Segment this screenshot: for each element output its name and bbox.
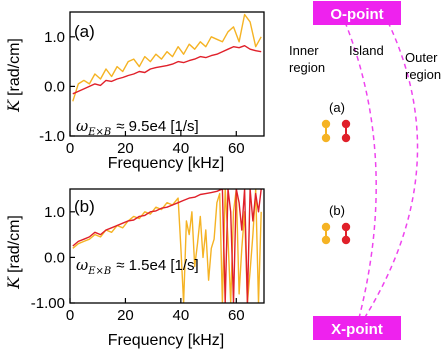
panel-b-omega-subscript: E×B bbox=[87, 266, 111, 277]
inner-region-label: Inner bbox=[289, 43, 319, 58]
panel-a-ytick-label: -1.0 bbox=[39, 128, 65, 145]
panel-b-series-red-line bbox=[72, 189, 262, 303]
panel-b-ticks: 0 20 40 60 -1.00 0.0 1.0 bbox=[31, 204, 245, 324]
island-label: Island bbox=[349, 43, 384, 58]
island-inner-separatrix bbox=[344, 21, 377, 323]
panel-b-xtick-label: 20 bbox=[117, 307, 134, 324]
panel-b-ylabel-symbol: K bbox=[4, 276, 23, 290]
marker-a-dots bbox=[321, 119, 351, 143]
panel-a-xtick-label: 60 bbox=[228, 140, 245, 157]
panel-a-ytick-label: 0.0 bbox=[44, 78, 65, 95]
panel-b-xtick-label: 60 bbox=[228, 307, 245, 324]
outer-region-label: Outer bbox=[405, 50, 438, 65]
x-point-label: X-point bbox=[331, 321, 383, 338]
panel-a-ylabel-symbol: K bbox=[4, 99, 23, 113]
panel-a-ticks: 0 20 40 60 -1.0 0.0 1.0 bbox=[39, 29, 244, 157]
o-point-badge bbox=[313, 1, 401, 25]
panel-b-xtick-label: 0 bbox=[66, 307, 74, 324]
panel-a-ylabel: K [rad/cm] bbox=[4, 38, 23, 113]
panel-a-series-red-line bbox=[72, 45, 262, 95]
panel-b-ytick-label: 0.0 bbox=[44, 249, 65, 266]
marker-b-dots bbox=[321, 222, 351, 245]
panel-b-label: (b) bbox=[74, 197, 95, 216]
marker-a-label: (a) bbox=[329, 100, 345, 115]
x-point-badge bbox=[313, 316, 401, 340]
panel-a-omega-symbol: ω bbox=[76, 117, 88, 135]
panel-b-xlabel: Frequency [kHz] bbox=[108, 332, 224, 349]
panel-a-series-group bbox=[72, 13, 262, 102]
svg-text:K[rad/cm]: K [rad/cm] bbox=[4, 38, 23, 113]
panel-b-series-group bbox=[72, 189, 262, 303]
panel-a-xtick-label: 20 bbox=[117, 140, 134, 157]
panel-b-ytick-label: -1.00 bbox=[31, 295, 65, 312]
inner-region-label-line2: region bbox=[289, 60, 325, 75]
panel-a-ytick-label: 1.0 bbox=[44, 29, 65, 46]
panel-a-series-yellow-line bbox=[72, 13, 262, 102]
panel-b-xtick-label: 40 bbox=[173, 307, 190, 324]
island-outer-separatrix bbox=[361, 21, 419, 323]
svg-text:K[rad/cm]: K [rad/cm] bbox=[4, 215, 23, 290]
panel-b-omega-symbol: ω bbox=[76, 256, 88, 274]
o-point-label: O-point bbox=[330, 6, 383, 23]
chart-panel-b: 0 20 40 60 -1.00 0.0 1.0 (b) ωE×B ≈ 1.5e4 [1/s]… bbox=[4, 188, 265, 349]
marker-b-label: (b) bbox=[329, 203, 345, 218]
panel-a-xlabel: Frequency [kHz] bbox=[108, 155, 224, 172]
chart-panel-a: 0 20 40 60-1.00.01.0 (a) ωE×B ≈ 9.5e4 [1/s] … bbox=[4, 11, 265, 172]
panel-a-omega-value: ≈ 9.5e4 [1/s] bbox=[116, 118, 198, 135]
panel-a-ylabel-unit: [rad/cm] bbox=[6, 38, 23, 96]
panel-b-ylabel-unit: [rad/cm] bbox=[6, 215, 23, 273]
panel-b-plot-frame bbox=[69, 188, 265, 304]
panel-b-omega-value: ≈ 1.5e4 [1/s] bbox=[116, 257, 198, 274]
panel-b-ylabel: K [rad/cm] bbox=[4, 215, 23, 290]
island-schematic: O-point X-point Inner region Island Oute… bbox=[289, 1, 441, 340]
panel-b-ytick-label: 1.0 bbox=[44, 204, 65, 221]
panel-a-xtick-label: 0 bbox=[66, 140, 74, 157]
outer-region-label-line2: region bbox=[405, 67, 441, 82]
panel-a-label: (a) bbox=[74, 22, 95, 41]
panel-b-series-yellow-line bbox=[72, 189, 262, 303]
panel-a-xtick-label: 40 bbox=[173, 140, 190, 157]
panel-b-omega-annotation: ωE×B ≈ 1.5e4 [1/s] bbox=[76, 256, 199, 277]
panel-a-omega-annotation: ωE×B ≈ 9.5e4 [1/s] bbox=[76, 117, 199, 138]
panel-a-plot-frame bbox=[69, 11, 265, 137]
panel-a-omega-subscript: E×B bbox=[87, 127, 111, 138]
